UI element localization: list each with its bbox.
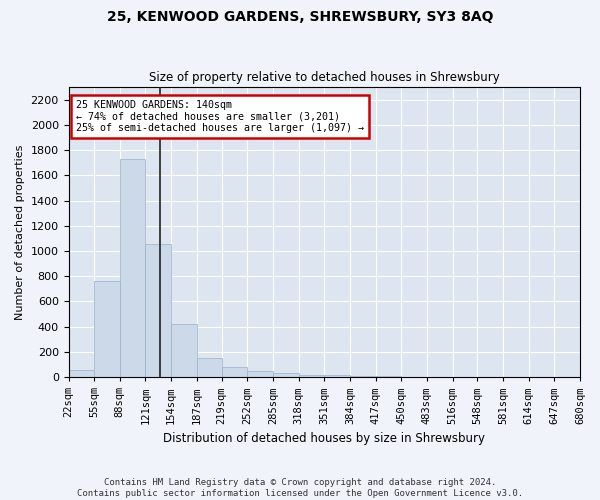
Text: 25, KENWOOD GARDENS, SHREWSBURY, SY3 8AQ: 25, KENWOOD GARDENS, SHREWSBURY, SY3 8AQ [107,10,493,24]
Text: Contains HM Land Registry data © Crown copyright and database right 2024.
Contai: Contains HM Land Registry data © Crown c… [77,478,523,498]
Bar [376,376,401,377]
Bar [145,244,171,377]
Y-axis label: Number of detached properties: Number of detached properties [15,144,25,320]
Bar [171,324,197,377]
X-axis label: Distribution of detached houses by size in Shrewsbury: Distribution of detached houses by size … [163,432,485,445]
Title: Size of property relative to detached houses in Shrewsbury: Size of property relative to detached ho… [149,72,500,85]
Bar [324,375,350,377]
Bar [197,358,221,377]
Bar [247,372,273,377]
Text: 25 KENWOOD GARDENS: 140sqm
← 74% of detached houses are smaller (3,201)
25% of s: 25 KENWOOD GARDENS: 140sqm ← 74% of deta… [76,100,364,134]
Bar [299,374,324,377]
Bar [221,367,247,377]
Bar [273,374,299,377]
Bar [350,376,376,377]
Bar [401,376,427,377]
Bar [68,370,94,377]
Bar [120,159,145,377]
Bar [94,282,120,377]
